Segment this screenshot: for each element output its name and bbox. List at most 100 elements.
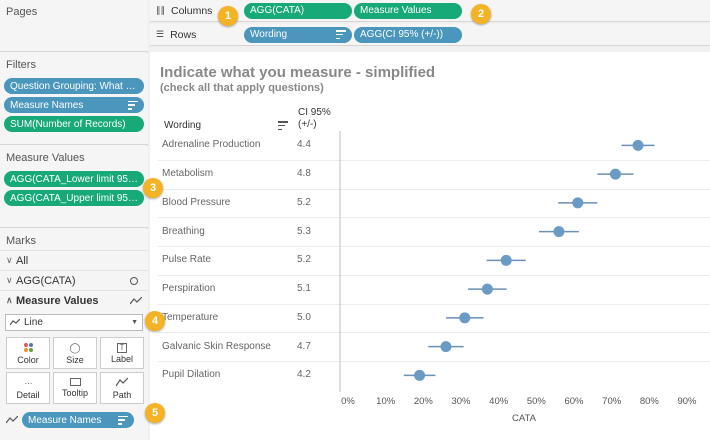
- size-button[interactable]: ◯ Size: [53, 337, 97, 369]
- row-separator: [158, 303, 710, 305]
- data-point[interactable]: [572, 197, 584, 209]
- row-label[interactable]: Galvanic Skin Response: [162, 340, 271, 352]
- color-button[interactable]: Color: [6, 337, 50, 369]
- path-pill-measure-names[interactable]: Measure Names: [22, 412, 134, 428]
- row-ci-value: 5.0: [297, 311, 311, 323]
- marks-measure-values-row[interactable]: ∧ Measure Values: [0, 290, 148, 310]
- row-ci-value: 5.2: [297, 196, 311, 208]
- sort-icon: [118, 415, 128, 425]
- rows-shelf: ☰ Rows Wording AGG(CI 95% (+/-)): [150, 24, 710, 46]
- columns-pill-measure-values[interactable]: Measure Values: [354, 2, 462, 19]
- data-point[interactable]: [553, 226, 565, 238]
- x-tick-label: 0%: [341, 396, 355, 407]
- x-tick-label: 20%: [414, 396, 434, 407]
- sort-icon[interactable]: [278, 121, 288, 130]
- row-separator: [158, 274, 710, 276]
- columns-pill-agg-cata[interactable]: AGG(CATA): [244, 2, 352, 19]
- callout-badge-4: 4: [145, 311, 165, 331]
- row-ci-value: 4.2: [297, 369, 311, 381]
- chevron-down-icon: ∨: [6, 275, 13, 285]
- filter-pill-sum-records[interactable]: SUM(Number of Records): [4, 116, 144, 132]
- data-point[interactable]: [609, 168, 621, 180]
- filters-title: Filters: [6, 59, 36, 71]
- label-icon: T: [117, 342, 127, 353]
- data-point[interactable]: [632, 139, 644, 151]
- filters-card: Filters Question Grouping: What do... Me…: [0, 53, 148, 145]
- rows-pill-wording[interactable]: Wording: [244, 26, 352, 43]
- measure-pill-lower[interactable]: AGG(CATA_Lower limit 95%): [4, 171, 144, 187]
- color-dots-icon: [24, 342, 33, 352]
- x-tick-label: 60%: [564, 396, 584, 407]
- path-icon: [116, 377, 128, 386]
- mark-type-dropdown[interactable]: Line ▼: [5, 314, 143, 331]
- row-ci-value: 4.4: [297, 139, 311, 151]
- detail-dots-icon: ⋯: [24, 378, 33, 388]
- row-ci-value: 4.7: [297, 340, 311, 352]
- callout-badge-5: 5: [145, 403, 165, 423]
- data-point[interactable]: [481, 283, 493, 295]
- tooltip-icon: [69, 378, 81, 386]
- x-axis-title: CATA: [512, 413, 536, 424]
- row-separator: [158, 159, 710, 161]
- chevron-down-icon: ∨: [6, 255, 13, 265]
- x-tick-label: 70%: [602, 396, 622, 407]
- viz-subtitle: (check all that apply questions): [160, 82, 324, 94]
- circle-mark-icon: [130, 276, 138, 285]
- pages-card: Pages: [0, 0, 148, 52]
- viz-view: Indicate what you measure - simplified (…: [150, 52, 710, 440]
- mark-buttons: Color ◯ Size T Label ⋯ Detail Tooltip Pa…: [0, 335, 148, 406]
- line-mark-icon: [6, 416, 18, 424]
- columns-shelf: ∥∥ Columns AGG(CATA) Measure Values: [150, 0, 710, 22]
- row-separator: [158, 188, 710, 190]
- row-label[interactable]: Breathing: [162, 225, 205, 237]
- marks-all-row[interactable]: ∨ All: [0, 250, 148, 270]
- detail-button[interactable]: ⋯ Detail: [6, 372, 50, 404]
- data-point[interactable]: [500, 254, 512, 266]
- row-label[interactable]: Temperature: [162, 311, 219, 323]
- rows-icon: ☰: [156, 29, 165, 39]
- x-tick-label: 80%: [640, 396, 660, 407]
- measure-values-card: Measure Values AGG(CATA_Lower limit 95%)…: [0, 146, 148, 228]
- rows-pill-ci[interactable]: AGG(CI 95% (+/-)): [354, 26, 462, 43]
- row-separator: [158, 332, 710, 334]
- row-label[interactable]: Blood Pressure: [162, 196, 231, 208]
- row-separator: [158, 246, 710, 247]
- row-ci-value: 5.1: [297, 283, 311, 295]
- sidebar: Pages Filters Question Grouping: What do…: [0, 0, 148, 440]
- callout-badge-3: 3: [143, 178, 163, 198]
- filter-pill-question-grouping[interactable]: Question Grouping: What do...: [4, 78, 144, 94]
- row-label[interactable]: Metabolism: [162, 168, 214, 180]
- path-detail-row: Measure Names: [0, 406, 148, 434]
- columns-icon: ∥∥: [156, 5, 165, 15]
- x-tick-label: 90%: [677, 396, 697, 407]
- x-tick-label: 10%: [376, 396, 396, 407]
- sort-icon: [336, 30, 346, 39]
- data-point[interactable]: [414, 369, 426, 381]
- measure-pill-upper[interactable]: AGG(CATA_Upper limit 95%): [4, 190, 144, 206]
- column-header-ci: CI 95% (+/-): [298, 107, 331, 130]
- path-button[interactable]: Path: [100, 372, 144, 404]
- data-point[interactable]: [459, 312, 471, 324]
- filter-pill-measure-names[interactable]: Measure Names: [4, 97, 144, 113]
- tooltip-button[interactable]: Tooltip: [53, 372, 97, 404]
- marks-agg-row[interactable]: ∨ AGG(CATA): [0, 270, 148, 290]
- chevron-up-icon: ∧: [6, 295, 13, 305]
- data-point[interactable]: [440, 341, 452, 353]
- row-ci-value: 5.3: [297, 225, 311, 237]
- row-label[interactable]: Perspiration: [162, 283, 216, 295]
- line-mark-icon: [10, 319, 20, 326]
- rows-shelf-label: ☰ Rows: [156, 28, 197, 41]
- row-separator: [158, 217, 710, 219]
- row-label[interactable]: Pupil Dilation: [162, 369, 221, 381]
- label-button[interactable]: T Label: [100, 337, 144, 369]
- measure-values-title: Measure Values: [6, 152, 85, 164]
- line-mark-icon: [130, 296, 142, 304]
- columns-shelf-label: ∥∥ Columns: [156, 4, 213, 17]
- column-header-wording[interactable]: Wording: [164, 120, 202, 131]
- row-separator: [158, 361, 710, 362]
- row-label[interactable]: Pulse Rate: [162, 254, 211, 266]
- x-tick-label: 50%: [527, 396, 547, 407]
- row-label[interactable]: Adrenaline Production: [162, 139, 261, 151]
- marks-title: Marks: [6, 235, 36, 247]
- x-tick-label: 30%: [451, 396, 471, 407]
